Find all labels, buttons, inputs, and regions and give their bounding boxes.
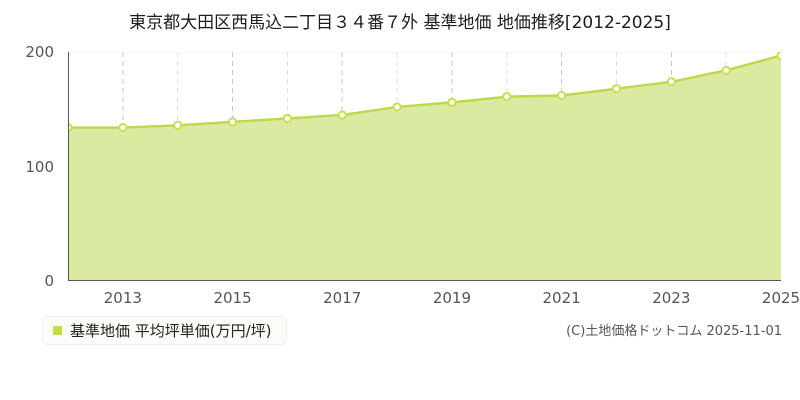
plot-area — [68, 52, 781, 281]
legend-swatch-icon — [53, 326, 62, 335]
axis-lines — [68, 52, 781, 281]
chart-plot-svg — [68, 52, 781, 281]
x-axis-tick-label: 2025 — [761, 289, 800, 307]
y-axis-tick-label: 200 — [25, 43, 54, 61]
x-axis-tick-label: 2015 — [213, 289, 252, 307]
chart-legend: 基準地価 平均坪単価(万円/坪) — [42, 316, 287, 345]
area-series — [68, 55, 781, 281]
y-axis-tick-label: 100 — [25, 157, 54, 176]
credit-text: (C)土地価格ドットコム 2025-11-01 — [566, 324, 782, 339]
x-axis-tick-label: 2021 — [542, 289, 581, 307]
legend-label: 基準地価 平均坪単価(万円/坪) — [70, 322, 272, 340]
x-axis-tick-label: 2023 — [652, 289, 691, 307]
x-axis-tick-label: 2013 — [103, 289, 142, 307]
x-axis-tick-label: 2017 — [323, 289, 362, 307]
y-axis-tick-label: 0 — [44, 272, 54, 290]
chart-title: 東京都大田区西馬込二丁目３４番７外 基準地価 地価推移[2012-2025] — [129, 13, 671, 33]
line-series — [68, 54, 781, 129]
x-axis-tick-label: 2019 — [432, 289, 472, 307]
data-point-markers — [68, 52, 781, 133]
